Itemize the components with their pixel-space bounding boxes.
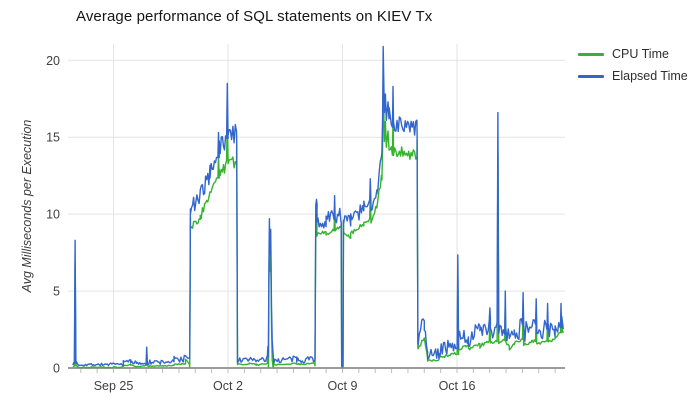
cpu-series-line	[72, 73, 564, 369]
legend-label-elapsed: Elapsed Time	[612, 69, 688, 83]
x-tick-label: Sep 25	[94, 379, 134, 393]
y-tick-label: 5	[53, 285, 60, 299]
x-tick-label: Oct 9	[328, 379, 358, 393]
cpu-series-swatch-icon	[578, 52, 604, 56]
legend-item-cpu[interactable]: CPU Time	[578, 43, 688, 65]
elapsed-series-swatch-icon	[578, 74, 604, 78]
legend-label-cpu: CPU Time	[612, 47, 669, 61]
y-tick-label: 20	[46, 54, 60, 68]
x-tick-label: Oct 16	[439, 379, 476, 393]
elapsed-series-line	[72, 45, 564, 367]
legend: CPU Time Elapsed Time	[578, 43, 688, 87]
chart-title: Average performance of SQL statements on…	[76, 8, 433, 25]
y-tick-label: 0	[53, 362, 60, 376]
legend-item-elapsed[interactable]: Elapsed Time	[578, 65, 688, 87]
x-tick-label: Oct 2	[213, 379, 243, 393]
y-tick-label: 15	[46, 131, 60, 145]
y-tick-label: 10	[46, 208, 60, 222]
